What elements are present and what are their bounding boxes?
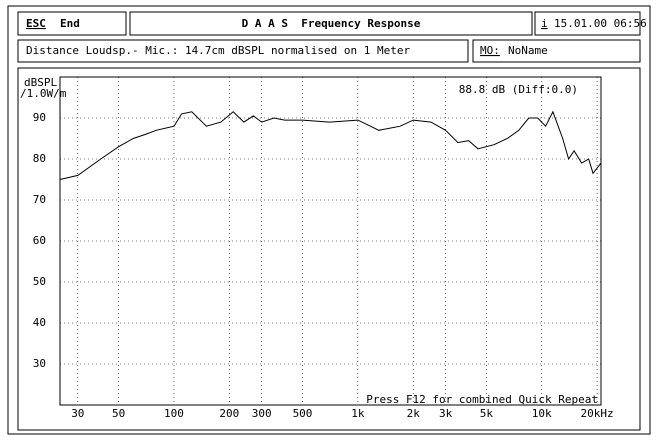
x-tick-label: 50 [112, 407, 125, 420]
x-tick-label: 300 [252, 407, 272, 420]
measurement: Distance Loudsp.- Mic.: 14.7cm dBSPL nor… [26, 44, 410, 57]
x-tick-label: 10k [532, 407, 552, 420]
info-box[interactable] [534, 11, 641, 36]
x-tick-label: 20kHz [581, 407, 614, 420]
esc-key: ESC [26, 17, 46, 30]
readout: 88.8 dB (Diff:0.0) [459, 83, 578, 96]
x-tick-label: 500 [293, 407, 313, 420]
memory-box[interactable] [472, 39, 641, 63]
measurement-box [17, 39, 469, 63]
x-tick-label: 200 [219, 407, 239, 420]
footer-hint: Press F12 for combined Quick Repeat [366, 393, 598, 406]
y-tick-label: 50 [33, 275, 46, 288]
y-axis-unit: /1.0W/m [20, 87, 67, 100]
esc-label: End [60, 17, 80, 30]
y-tick-label: 70 [33, 193, 46, 206]
memory-key: MO: [480, 44, 500, 57]
y-axis-label: dBSPL [24, 76, 57, 89]
chart-panel [17, 67, 641, 431]
esc-button[interactable] [17, 11, 127, 36]
x-tick-label: 5k [480, 407, 494, 420]
datetime: 15.01.00 06:56 [554, 17, 647, 30]
title: D A A S Frequency Response [242, 17, 421, 30]
x-tick-label: 2k [407, 407, 421, 420]
y-tick-label: 60 [33, 234, 46, 247]
y-tick-label: 90 [33, 111, 46, 124]
x-tick-label: 100 [164, 407, 184, 420]
memory-name: NoName [508, 44, 548, 57]
x-tick-label: 30 [71, 407, 84, 420]
x-tick-label: 1k [351, 407, 365, 420]
y-tick-label: 30 [33, 357, 46, 370]
y-tick-label: 40 [33, 316, 46, 329]
x-tick-label: 3k [439, 407, 453, 420]
title-box [129, 11, 533, 36]
response-curve [59, 110, 602, 180]
info-key: i [541, 17, 548, 30]
y-tick-label: 80 [33, 152, 46, 165]
